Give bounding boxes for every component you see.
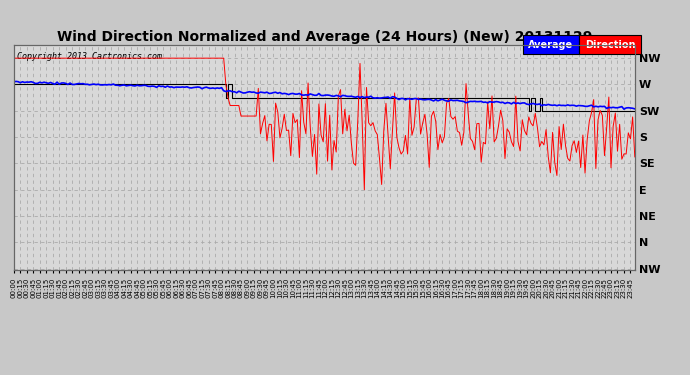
Text: Copyright 2013 Cartronics.com: Copyright 2013 Cartronics.com [17,52,162,61]
Text: Direction: Direction [584,39,635,50]
FancyBboxPatch shape [579,35,641,54]
Text: Average: Average [529,39,573,50]
FancyBboxPatch shape [523,35,579,54]
Title: Wind Direction Normalized and Average (24 Hours) (New) 20131129: Wind Direction Normalized and Average (2… [57,30,592,44]
